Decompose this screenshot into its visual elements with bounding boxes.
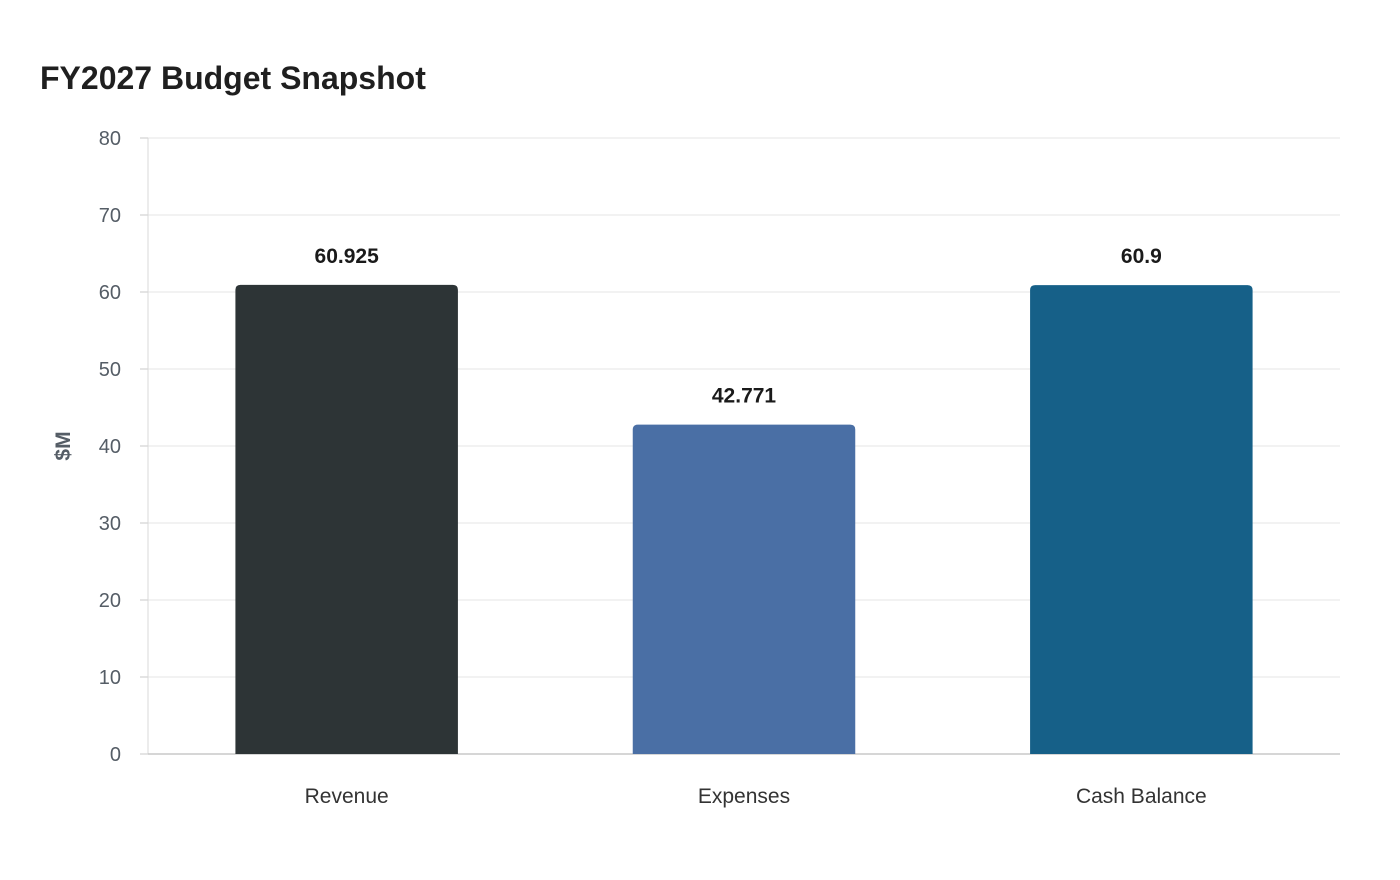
data-label: 60.9 [1121, 245, 1162, 268]
y-tick-label: 0 [110, 744, 121, 766]
x-tick-label: Cash Balance [1076, 785, 1207, 808]
y-tick-label: 30 [99, 513, 121, 535]
data-label: 42.771 [712, 385, 777, 408]
chart-title: FY2027 Budget Snapshot [40, 60, 426, 96]
y-tick-label: 10 [99, 667, 121, 689]
y-tick-label: 80 [99, 128, 121, 150]
y-tick-label: 20 [99, 590, 121, 612]
y-axis-title: $M [52, 431, 75, 460]
bar-cash-balance [1030, 285, 1253, 754]
y-tick-label: 40 [99, 436, 121, 458]
x-tick-label: Expenses [698, 785, 790, 808]
x-tick-label: Revenue [305, 785, 389, 808]
y-tick-label: 50 [99, 359, 121, 381]
bar-expenses [632, 424, 856, 754]
data-label: 60.925 [315, 245, 380, 268]
bar-revenue [235, 284, 458, 754]
y-tick-label: 60 [99, 282, 121, 304]
y-tick-label: 70 [99, 205, 121, 227]
labels: 0 10 20 30 40 50 60 70 80 60.925 Revenue 42.771 Expe… [99, 128, 1207, 808]
bars [235, 284, 1253, 754]
